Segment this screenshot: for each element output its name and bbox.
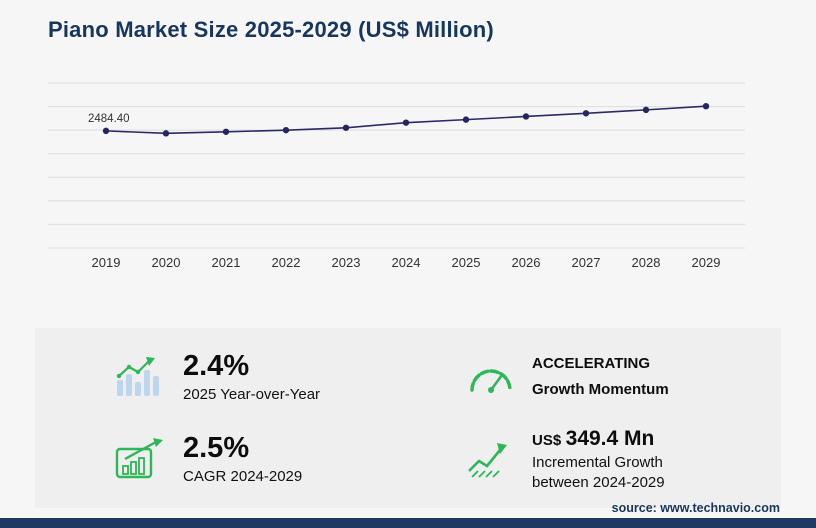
stats-panel: 2.4% 2025 Year-over-Year ACCELERATING Gr… — [35, 328, 781, 508]
svg-text:2021: 2021 — [212, 255, 241, 270]
svg-text:2020: 2020 — [152, 255, 181, 270]
svg-text:2026: 2026 — [512, 255, 541, 270]
momentum-line1: ACCELERATING — [532, 354, 651, 372]
incremental-amount: 349.4 Mn — [565, 427, 655, 450]
incremental-line1: Incremental Growth — [532, 454, 663, 471]
svg-text:2027: 2027 — [572, 255, 601, 270]
cagr-value: 2.5% — [183, 432, 250, 465]
page-title: Piano Market Size 2025-2029 (US$ Million… — [48, 17, 494, 42]
svg-text:2022: 2022 — [272, 255, 301, 270]
incremental-currency: US$ — [532, 432, 562, 449]
svg-text:2028: 2028 — [632, 255, 661, 270]
yoy-value: 2.4% — [183, 350, 250, 383]
speedometer-icon — [470, 369, 512, 393]
svg-text:2024: 2024 — [392, 255, 421, 270]
stat-incremental: US$ 349.4 Mn Incremental Growth between … — [408, 418, 781, 500]
svg-text:2484.40: 2484.40 — [88, 113, 130, 125]
stat-momentum: ACCELERATING Growth Momentum — [408, 336, 781, 418]
chart-area: 2019 2020 2021 2022 2023 2024 2025 2026 2027 2028… — [38, 70, 778, 275]
yoy-bars-icon — [116, 357, 159, 396]
svg-text:2029: 2029 — [692, 255, 721, 270]
yoy-label: 2025 Year-over-Year — [183, 385, 321, 403]
cagr-label: CAGR 2024-2029 — [183, 467, 303, 485]
stat-cagr: 2.5% CAGR 2024-2029 — [35, 418, 408, 500]
cagr-chart-icon — [115, 438, 163, 479]
svg-text:2025: 2025 — [452, 255, 481, 270]
svg-text:2023: 2023 — [332, 255, 361, 270]
incremental-growth-icon — [468, 443, 507, 478]
bottom-accent-bar — [0, 518, 816, 528]
incremental-line2: between 2024-2029 — [532, 474, 665, 491]
stat-yoy: 2.4% 2025 Year-over-Year — [35, 336, 408, 418]
momentum-line2: Growth Momentum — [532, 381, 669, 398]
incremental-value: US$ 349.4 Mn — [532, 427, 665, 451]
svg-text:2019: 2019 — [92, 255, 121, 270]
market-size-line-chart: 2019 2020 2021 2022 2023 2024 2025 2026 2027 2028… — [48, 82, 745, 270]
source-attribution: source: www.technavio.com — [611, 501, 780, 515]
